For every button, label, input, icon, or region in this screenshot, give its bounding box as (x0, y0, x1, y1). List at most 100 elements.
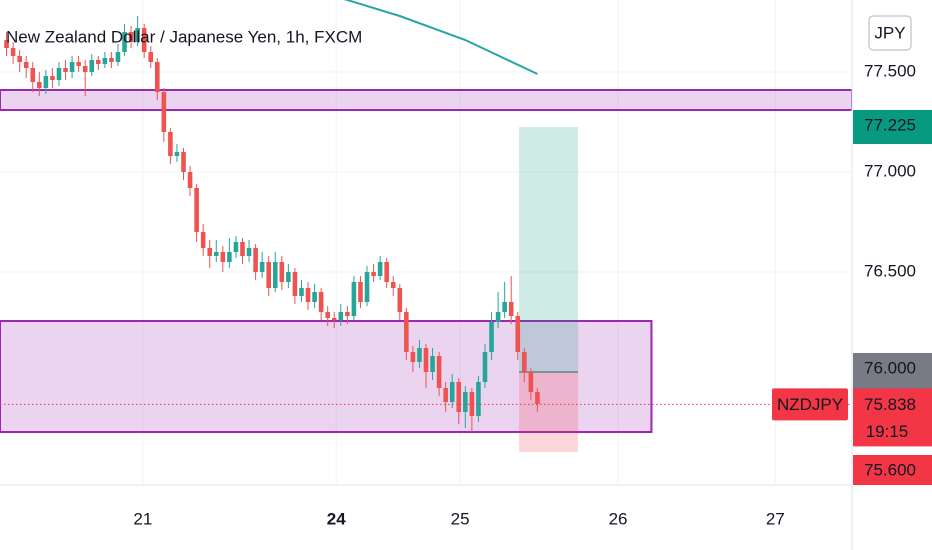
candle-body (508, 302, 514, 316)
candle-body (456, 382, 462, 412)
candle-body (266, 262, 272, 288)
zone (0, 89, 852, 111)
candle-body (23, 62, 29, 68)
candle-body (233, 242, 239, 252)
stop-price-label: 75.600 (864, 460, 916, 479)
x-tick-label: 27 (766, 509, 785, 528)
candle-body (43, 76, 49, 88)
candle-body (299, 288, 304, 296)
axes: 77.500 77.000 76.500 21 24 25 26 27 77.225 76.000… (133, 61, 932, 528)
x-tick-label: 24 (327, 509, 346, 528)
candle-body (246, 248, 252, 256)
candle-body (141, 28, 147, 52)
candle-body (364, 272, 370, 302)
target-price-label: 77.225 (864, 115, 916, 134)
candle-body (377, 262, 383, 276)
candle-body (109, 58, 114, 62)
candle-body (318, 292, 324, 312)
candle-body (292, 272, 298, 296)
candle-body (96, 60, 101, 64)
candle-body (325, 312, 330, 318)
candle-body (148, 52, 154, 62)
candle-body (535, 392, 540, 404)
candle-body (482, 352, 488, 382)
zone (0, 320, 653, 433)
y-tick-label: 77.500 (864, 61, 916, 80)
candle-body (76, 62, 81, 66)
candle-body (358, 282, 363, 302)
candle-body (207, 248, 213, 256)
candle-body (174, 152, 180, 156)
candle-body (345, 312, 350, 316)
y-tick-label: 77.000 (864, 161, 916, 180)
candle-body (30, 68, 36, 82)
candle-body (220, 252, 226, 262)
candle-body (436, 356, 442, 388)
candle-body (69, 62, 75, 72)
candle-body (240, 242, 245, 256)
candle-body (181, 152, 186, 172)
candle-body (305, 288, 311, 302)
plot-area (0, 0, 852, 485)
candle-body (410, 352, 416, 362)
candle-body (89, 60, 95, 72)
moving-average (343, 0, 538, 75)
candle-body (128, 32, 134, 42)
candle-body (82, 66, 88, 72)
candle-body (37, 82, 42, 88)
candle-body (279, 262, 285, 282)
stop-price-box (853, 455, 932, 485)
candle-body (351, 282, 357, 316)
candle-body (469, 392, 475, 416)
symbol-label: NZDJPY (777, 395, 843, 414)
candle-body (463, 392, 468, 412)
candle-body (10, 48, 16, 56)
candle-body (63, 68, 68, 72)
entry-price-label: 76.000 (864, 358, 916, 377)
candle-body (227, 252, 232, 262)
candle-body (213, 252, 219, 256)
candle-body (397, 288, 403, 312)
candle-body (286, 272, 291, 282)
candle-body (259, 262, 265, 272)
target-price-box (853, 110, 932, 144)
candle-body (417, 348, 422, 362)
currency-box[interactable] (868, 15, 912, 51)
target-area (519, 127, 579, 372)
candle-body (102, 58, 108, 64)
candle-body (390, 282, 396, 288)
candle-body (17, 56, 22, 62)
chart-title: New Zealand Dollar / Japanese Yen, 1h, F… (6, 27, 362, 46)
candle-body (338, 312, 344, 320)
candle-body (423, 348, 429, 372)
candle-body (122, 32, 127, 52)
y-tick-label: 76.500 (864, 261, 916, 280)
candle-body (312, 292, 317, 302)
candle-body (495, 312, 501, 322)
x-tick-label: 21 (133, 509, 152, 528)
last-price-label: 75.838 (864, 395, 916, 414)
candle-body (154, 62, 160, 92)
last-price-box (853, 388, 932, 447)
candle-body (449, 382, 455, 402)
candle-body (371, 272, 376, 276)
candle-body (502, 302, 507, 312)
candle-body (161, 92, 167, 132)
x-tick-label: 26 (609, 509, 628, 528)
candle-body (384, 262, 389, 282)
x-tick-label: 25 (451, 509, 470, 528)
candle-body (528, 372, 534, 392)
candle-body (200, 232, 206, 248)
currency-label[interactable]: JPY (874, 23, 905, 42)
symbol-box (772, 388, 848, 421)
candle-body (476, 382, 481, 416)
candle-body (253, 248, 258, 272)
candle-body (522, 352, 527, 372)
countdown-label: 19:15 (866, 422, 909, 441)
candle-body (404, 312, 409, 352)
candle-body (515, 316, 521, 352)
candle-body (443, 388, 448, 402)
stop-area (519, 372, 579, 452)
